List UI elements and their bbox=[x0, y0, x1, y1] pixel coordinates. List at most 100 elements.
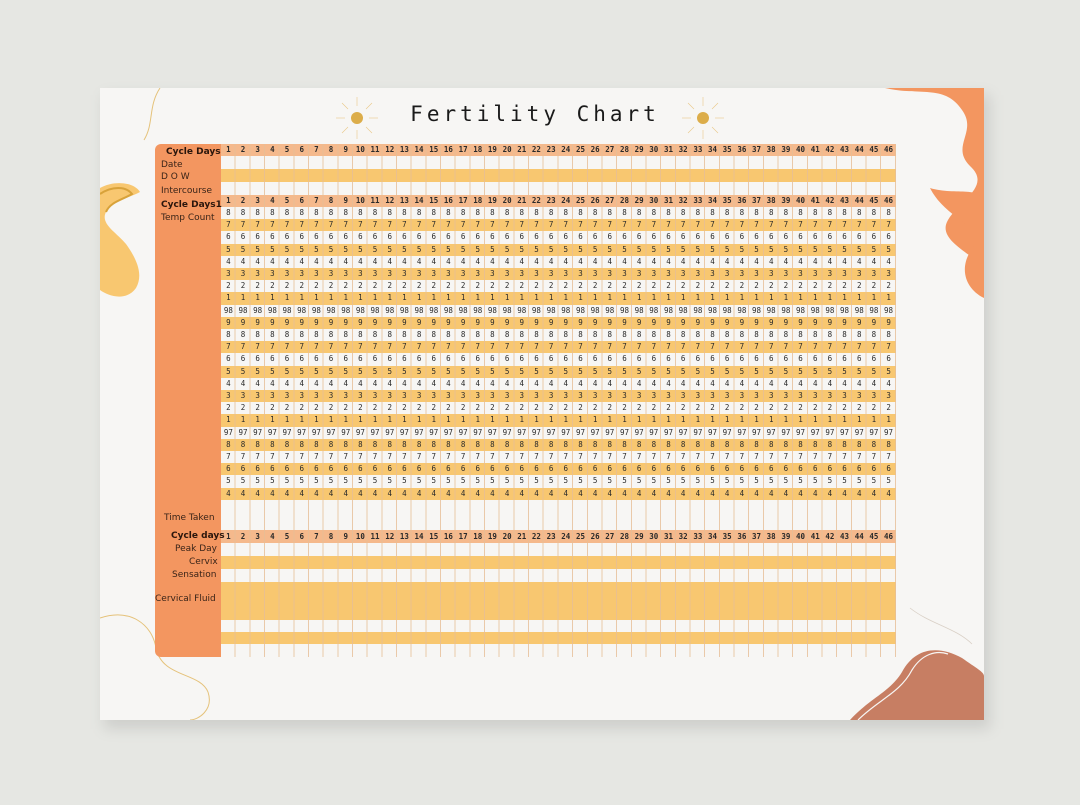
date-row-cell[interactable] bbox=[852, 156, 867, 169]
temp-row-cell[interactable]: 3 bbox=[563, 391, 569, 400]
temp-row-cell[interactable]: 1 bbox=[343, 293, 348, 303]
temp-row-cell[interactable]: 9 bbox=[460, 317, 466, 327]
temp-row-cell[interactable]: 6 bbox=[343, 464, 348, 474]
cervix-row-cell[interactable] bbox=[250, 556, 265, 569]
temp-row-cell[interactable]: 7 bbox=[578, 220, 583, 230]
temp-row-cell[interactable]: 3 bbox=[343, 269, 348, 278]
dow-row-cell[interactable] bbox=[646, 169, 661, 182]
temp-row-cell[interactable]: 4 bbox=[314, 256, 319, 266]
temp-row-cell[interactable]: 1 bbox=[710, 293, 715, 303]
dow-row-cell[interactable] bbox=[558, 169, 573, 182]
dow-row-cell[interactable] bbox=[573, 169, 588, 182]
peak-day-row-cell[interactable] bbox=[852, 543, 867, 556]
time-taken-row-2-cell[interactable] bbox=[720, 518, 735, 530]
temp-row-cell[interactable]: 8 bbox=[710, 439, 715, 449]
temp-row-cell[interactable]: 6 bbox=[578, 354, 583, 364]
temp-row-cell[interactable]: 1 bbox=[226, 415, 231, 425]
temp-row-cell[interactable]: 97 bbox=[663, 427, 673, 437]
temp-row-cell[interactable]: 7 bbox=[666, 452, 671, 461]
temp-row-cell[interactable]: 98 bbox=[619, 305, 629, 315]
cycle-days-row-cell[interactable]: 29 bbox=[634, 145, 644, 154]
date-row-cell[interactable] bbox=[456, 156, 471, 169]
date-row-cell[interactable] bbox=[720, 156, 735, 169]
peak-day-row-cell[interactable] bbox=[573, 543, 588, 556]
temp-row-cell[interactable]: 8 bbox=[768, 208, 774, 217]
temp-row-cell[interactable]: 6 bbox=[710, 464, 715, 474]
cycle-days1-row-cell[interactable]: 10 bbox=[355, 196, 365, 205]
temp-row-cell[interactable]: 4 bbox=[871, 256, 877, 266]
temp-row-cell[interactable]: 4 bbox=[255, 378, 260, 388]
temp-row-cell[interactable]: 4 bbox=[798, 488, 803, 498]
temp-row-cell[interactable]: 4 bbox=[827, 378, 833, 388]
time-taken-row-cell[interactable] bbox=[735, 500, 750, 518]
cycle-days1-row-cell[interactable]: 34 bbox=[707, 196, 718, 205]
temp-row-cell[interactable]: 98 bbox=[737, 305, 747, 315]
cycle-days1-row-cell[interactable]: 3 bbox=[255, 196, 260, 205]
temp-row-cell[interactable]: 2 bbox=[724, 281, 730, 291]
time-taken-row-cell[interactable] bbox=[588, 500, 603, 518]
temp-row-cell[interactable]: 7 bbox=[856, 452, 862, 461]
cervix-row-cell[interactable] bbox=[573, 556, 588, 569]
intercourse-row-cell[interactable] bbox=[779, 182, 794, 195]
spacer-row-cell[interactable] bbox=[324, 620, 339, 632]
date-row-cell[interactable] bbox=[705, 156, 720, 169]
cervix-row-cell[interactable] bbox=[558, 556, 573, 569]
dow-row-cell[interactable] bbox=[324, 169, 339, 182]
temp-row-cell[interactable]: 2 bbox=[592, 281, 598, 291]
temp-row-cell[interactable]: 8 bbox=[534, 208, 539, 217]
temp-row-cell[interactable]: 2 bbox=[504, 281, 510, 291]
dow-row-cell[interactable] bbox=[338, 169, 353, 182]
temp-row-cell[interactable]: 3 bbox=[519, 269, 525, 278]
temp-row-cell[interactable]: 8 bbox=[680, 439, 686, 449]
cervix-row-cell[interactable] bbox=[881, 556, 896, 569]
cycle-days-lower-row-cell[interactable]: 40 bbox=[796, 532, 806, 541]
temp-row-cell[interactable]: 2 bbox=[724, 403, 730, 413]
temp-row-cell[interactable]: 1 bbox=[563, 293, 569, 303]
temp-row-cell[interactable]: 5 bbox=[314, 366, 319, 376]
temp-row-cell[interactable]: 4 bbox=[387, 488, 392, 498]
sensation-row-cell[interactable] bbox=[529, 569, 544, 582]
temp-row-cell[interactable]: 7 bbox=[842, 452, 847, 461]
temp-row-cell[interactable]: 6 bbox=[563, 354, 569, 364]
temp-row-cell[interactable]: 97 bbox=[869, 427, 879, 437]
temp-row-cell[interactable]: 3 bbox=[622, 391, 627, 400]
cycle-days1-row-cell[interactable]: 16 bbox=[443, 196, 453, 205]
temp-row-cell[interactable]: 2 bbox=[607, 281, 613, 291]
temp-row-cell[interactable]: 8 bbox=[886, 208, 891, 217]
time-taken-row-2-cell[interactable] bbox=[236, 518, 251, 530]
temp-row-cell[interactable]: 2 bbox=[768, 403, 774, 413]
time-taken-row-cell[interactable] bbox=[514, 500, 529, 518]
spacer-row-cell[interactable] bbox=[426, 620, 441, 632]
time-taken-row-2-cell[interactable] bbox=[558, 518, 573, 530]
temp-row-cell[interactable]: 6 bbox=[387, 354, 392, 364]
temp-row-cell[interactable]: 8 bbox=[475, 208, 481, 217]
temp-row-cell[interactable]: 98 bbox=[649, 305, 659, 315]
temp-row-cell[interactable]: 8 bbox=[299, 208, 304, 217]
time-taken-row-2-cell[interactable] bbox=[397, 518, 412, 530]
temp-row-cell[interactable]: 8 bbox=[519, 439, 525, 449]
time-taken-row-2-cell[interactable] bbox=[691, 518, 706, 530]
dow-row-cell[interactable] bbox=[544, 169, 559, 182]
cervical-fluid-row-cell[interactable] bbox=[588, 582, 603, 620]
cervical-fluid-row-cell[interactable] bbox=[500, 582, 515, 620]
extra-row-1-cell[interactable] bbox=[368, 632, 383, 644]
cycle-days-lower-row-cell[interactable]: 36 bbox=[737, 532, 747, 541]
date-row-cell[interactable] bbox=[426, 156, 441, 169]
date-row-cell[interactable] bbox=[823, 156, 838, 169]
temp-row-cell[interactable]: 8 bbox=[812, 208, 818, 217]
temp-row-cell[interactable]: 4 bbox=[226, 256, 231, 266]
temp-row-cell[interactable]: 4 bbox=[739, 378, 745, 388]
cycle-days-lower-row-cell[interactable]: 2 bbox=[240, 532, 246, 541]
temp-row-cell[interactable]: 5 bbox=[270, 366, 275, 376]
temp-row-cell[interactable]: 1 bbox=[768, 293, 774, 303]
peak-day-row-cell[interactable] bbox=[265, 543, 280, 556]
temp-row-cell[interactable]: 8 bbox=[563, 330, 569, 339]
temp-row-cell[interactable]: 6 bbox=[812, 464, 818, 474]
time-taken-row-2-cell[interactable] bbox=[661, 518, 676, 530]
extra-row-2-cell[interactable] bbox=[881, 644, 896, 657]
cervix-row-cell[interactable] bbox=[294, 556, 309, 569]
extra-row-2-cell[interactable] bbox=[661, 644, 676, 657]
temp-row-cell[interactable]: 6 bbox=[607, 464, 613, 474]
temp-row-cell[interactable]: 4 bbox=[636, 256, 642, 266]
temp-row-cell[interactable]: 8 bbox=[270, 208, 275, 217]
